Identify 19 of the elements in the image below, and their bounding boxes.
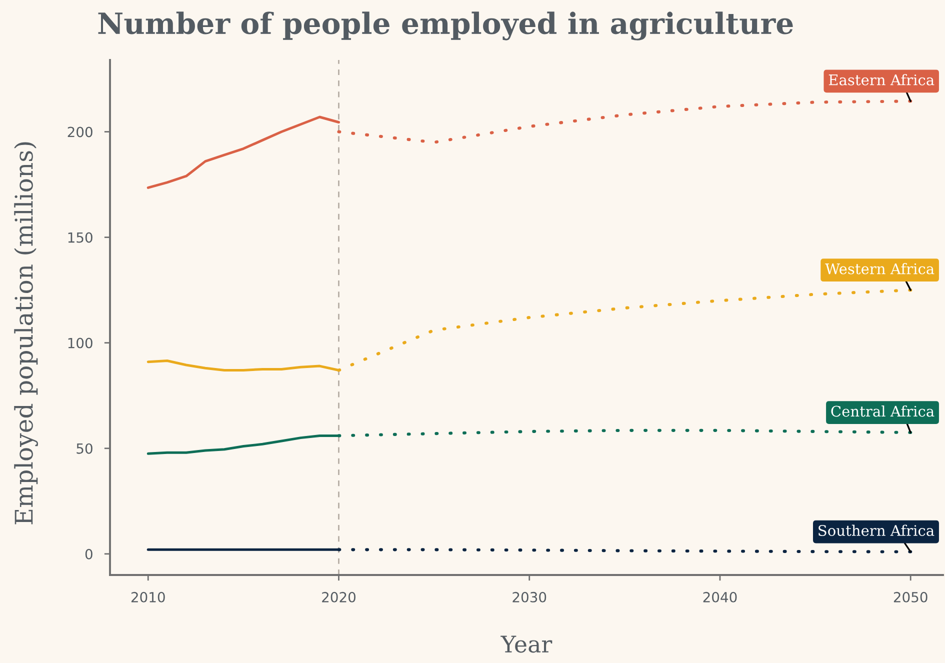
series-label: Southern Africa	[818, 524, 934, 536]
series-label: Western Africa	[825, 263, 934, 274]
line-series	[337, 100, 912, 144]
y-tick-label: 0	[85, 548, 92, 560]
y-tick-label: 150	[68, 232, 92, 243]
x-axis-title: Year	[500, 636, 552, 653]
y-tick-label: 200	[68, 126, 92, 138]
chart-title: Number of people employed in agriculture	[98, 12, 793, 40]
y-tick-label: 50	[76, 443, 92, 454]
x-tick-label: 2050	[894, 592, 928, 602]
series-label: Eastern Africa	[828, 74, 934, 86]
x-tick-label: 2020	[322, 592, 356, 602]
y-tick-label: 100	[68, 338, 92, 348]
x-tick-label: 2030	[512, 592, 546, 602]
x-tick-label: 2010	[131, 592, 165, 602]
line-series	[146, 116, 340, 189]
x-tick-label: 2040	[703, 592, 737, 602]
series-label: Central Africa	[831, 405, 934, 417]
y-axis-title: Employed population (millions)	[14, 142, 38, 524]
